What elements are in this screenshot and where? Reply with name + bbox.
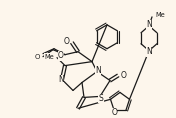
Text: N: N (146, 47, 152, 56)
Text: Me: Me (44, 54, 54, 60)
Text: N: N (146, 20, 152, 29)
Text: O: O (64, 37, 70, 46)
Text: O: O (121, 71, 127, 80)
Text: O: O (34, 54, 40, 60)
Text: Me: Me (155, 12, 165, 18)
Text: N: N (58, 75, 64, 84)
Text: O: O (58, 51, 64, 60)
Text: O: O (111, 108, 117, 117)
Text: S: S (99, 94, 103, 103)
Text: N: N (95, 66, 101, 75)
